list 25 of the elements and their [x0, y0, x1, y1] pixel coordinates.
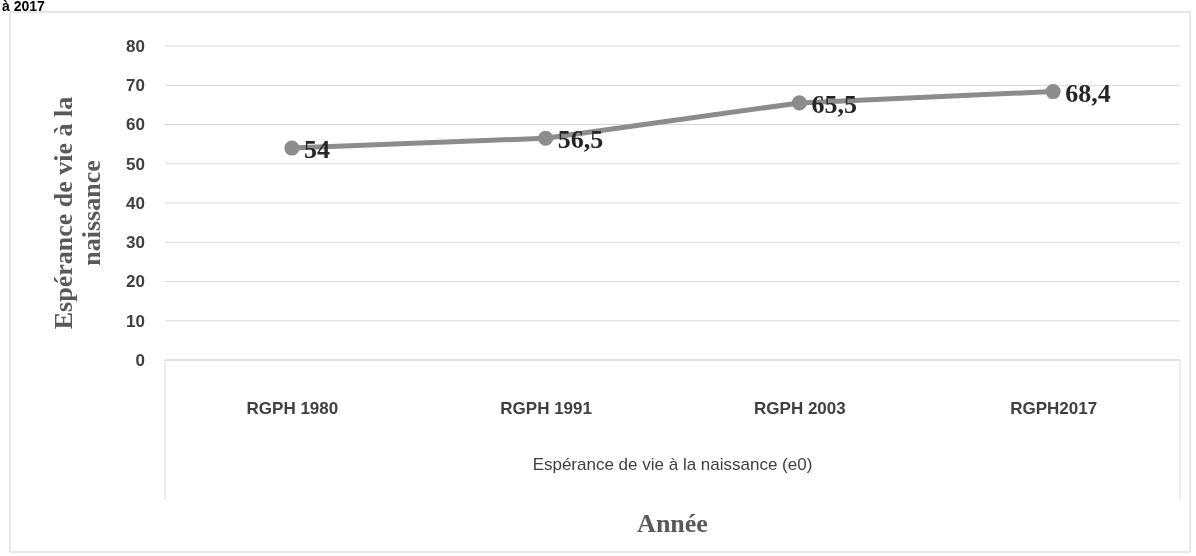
y-tick-label: 30 — [126, 233, 145, 253]
data-label: 56,5 — [557, 125, 604, 155]
x-tick-label: RGPH 2003 — [754, 399, 846, 419]
text: Espérance de vie à la naissance (e0) — [532, 455, 813, 474]
x-tick-label: RGPH 1991 — [500, 399, 592, 419]
x-tick-label: RGPH2017 — [1010, 399, 1098, 419]
data-label: 65,5 — [811, 89, 857, 119]
point — [791, 95, 807, 111]
y-tick-label: 0 — [135, 350, 145, 370]
y-tick-label: 70 — [126, 76, 145, 96]
y-axis-title: Espérance de vie à la naissance — [49, 96, 106, 330]
y-tick-label: 50 — [126, 154, 145, 174]
y-tick-label: 40 — [126, 193, 145, 213]
y-tick-label: 20 — [126, 272, 145, 292]
data-label: 54 — [303, 135, 330, 165]
x-tick-label: RGPH 1980 — [246, 399, 339, 419]
point — [284, 140, 300, 156]
y-tick-label: 10 — [126, 311, 145, 331]
x-axis-title: Année — [637, 509, 708, 538]
y-tick-label: 60 — [126, 115, 145, 135]
y-tick-label: 80 — [126, 36, 145, 56]
text: à 2017 — [2, 0, 46, 14]
data-label: 68,4 — [1065, 78, 1111, 108]
point — [538, 130, 554, 146]
point — [1045, 83, 1061, 100]
